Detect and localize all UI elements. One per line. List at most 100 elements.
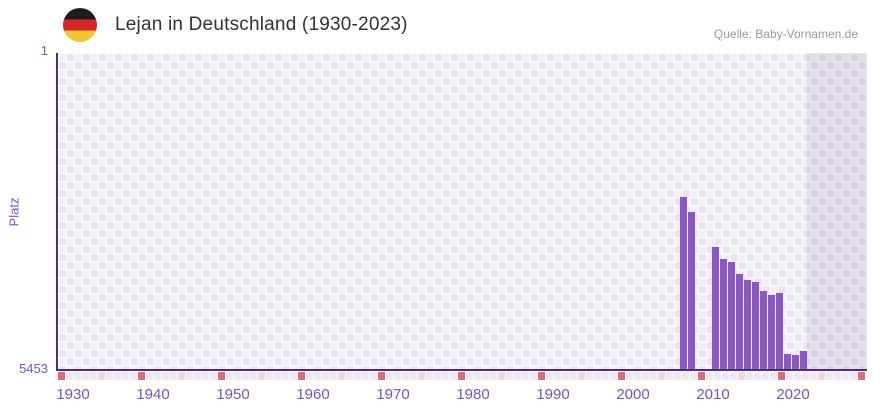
year-marker-cell	[802, 372, 809, 380]
year-marker-cell	[90, 372, 97, 380]
year-marker-cell	[282, 372, 289, 380]
chart-title: Lejan in Deutschland (1930-2023)	[115, 14, 408, 35]
decade-marker	[378, 372, 385, 380]
bar-2007[interactable]	[687, 212, 695, 369]
year-marker-cell	[642, 372, 649, 380]
year-marker-cell	[122, 372, 129, 380]
y-axis-tick-bottom: 5453	[19, 361, 48, 376]
x-axis-label-1930: 1930	[56, 386, 90, 403]
half-decade-marker	[738, 372, 745, 380]
year-marker-cell	[130, 372, 137, 380]
bar-2010[interactable]	[711, 247, 719, 369]
year-marker-cell	[826, 372, 833, 380]
decade-marker	[618, 372, 625, 380]
year-marker-cell	[842, 372, 849, 380]
bar-2013[interactable]	[735, 274, 743, 369]
year-marker-cell	[362, 372, 369, 380]
year-marker-cell	[266, 372, 273, 380]
half-decade-marker	[658, 372, 665, 380]
bar-2012[interactable]	[727, 262, 735, 369]
timeline-marker-strip	[58, 372, 867, 380]
year-marker-cell	[786, 372, 793, 380]
year-marker-cell	[354, 372, 361, 380]
year-marker-cell	[114, 372, 121, 380]
year-marker-cell	[530, 372, 537, 380]
year-marker-cell	[834, 372, 841, 380]
year-marker-cell	[306, 372, 313, 380]
x-axis-label-1970: 1970	[376, 386, 410, 403]
year-marker-cell	[466, 372, 473, 380]
year-marker-cell	[762, 372, 769, 380]
year-marker-cell	[514, 372, 521, 380]
plot-area[interactable]	[56, 53, 867, 371]
bar-2018[interactable]	[775, 293, 783, 369]
decade-marker	[698, 372, 705, 380]
year-marker-cell	[322, 372, 329, 380]
year-marker-cell	[386, 372, 393, 380]
year-marker-cell	[522, 372, 529, 380]
bar-2017[interactable]	[767, 295, 775, 369]
x-axis-label-1960: 1960	[296, 386, 330, 403]
bar-2011[interactable]	[719, 259, 727, 369]
year-marker-cell	[370, 372, 377, 380]
year-marker-cell	[546, 372, 553, 380]
x-axis-label-1980: 1980	[456, 386, 490, 403]
year-marker-cell	[754, 372, 761, 380]
year-marker-cell	[770, 372, 777, 380]
year-marker-cell	[626, 372, 633, 380]
year-marker-cell	[690, 372, 697, 380]
year-marker-cell	[226, 372, 233, 380]
bar-2014[interactable]	[743, 280, 751, 369]
x-axis-label-1950: 1950	[216, 386, 250, 403]
year-marker-cell	[722, 372, 729, 380]
year-marker-cell	[482, 372, 489, 380]
bar-2015[interactable]	[751, 282, 759, 369]
year-marker-cell	[706, 372, 713, 380]
year-marker-cell	[650, 372, 657, 380]
year-marker-cell	[666, 372, 673, 380]
year-marker-cell	[162, 372, 169, 380]
year-marker-cell	[602, 372, 609, 380]
decade-marker	[298, 372, 305, 380]
year-marker-cell	[394, 372, 401, 380]
year-marker-cell	[562, 372, 569, 380]
year-marker-cell	[554, 372, 561, 380]
year-marker-cell	[410, 372, 417, 380]
year-marker-cell	[490, 372, 497, 380]
decade-marker	[58, 372, 65, 380]
year-marker-cell	[402, 372, 409, 380]
decade-marker	[778, 372, 785, 380]
bar-2016[interactable]	[759, 291, 767, 369]
year-marker-cell	[330, 372, 337, 380]
year-marker-cell	[746, 372, 753, 380]
half-decade-marker	[498, 372, 505, 380]
half-decade-marker	[578, 372, 585, 380]
bar-2020[interactable]	[791, 355, 799, 369]
year-marker-cell	[290, 372, 297, 380]
year-marker-cell	[730, 372, 737, 380]
year-marker-cell	[506, 372, 513, 380]
y-axis-title: Platz	[6, 197, 22, 227]
year-marker-cell	[594, 372, 601, 380]
bar-2019[interactable]	[783, 354, 791, 369]
no-data-band	[806, 53, 867, 369]
year-marker-cell	[106, 372, 113, 380]
year-marker-cell	[274, 372, 281, 380]
year-marker-cell	[74, 372, 81, 380]
year-marker-cell	[250, 372, 257, 380]
year-marker-cell	[714, 372, 721, 380]
year-marker-cell	[194, 372, 201, 380]
decade-marker	[218, 372, 225, 380]
half-decade-marker	[418, 372, 425, 380]
year-marker-cell	[426, 372, 433, 380]
year-marker-cell	[474, 372, 481, 380]
year-marker-cell	[674, 372, 681, 380]
year-marker-cell	[586, 372, 593, 380]
x-axis-label-2020: 2020	[776, 386, 810, 403]
y-axis-tick-top: 1	[40, 43, 48, 58]
year-marker-cell	[314, 372, 321, 380]
decade-marker	[138, 372, 145, 380]
bar-2006[interactable]	[679, 197, 687, 369]
half-decade-marker	[258, 372, 265, 380]
bar-2021[interactable]	[799, 351, 807, 369]
